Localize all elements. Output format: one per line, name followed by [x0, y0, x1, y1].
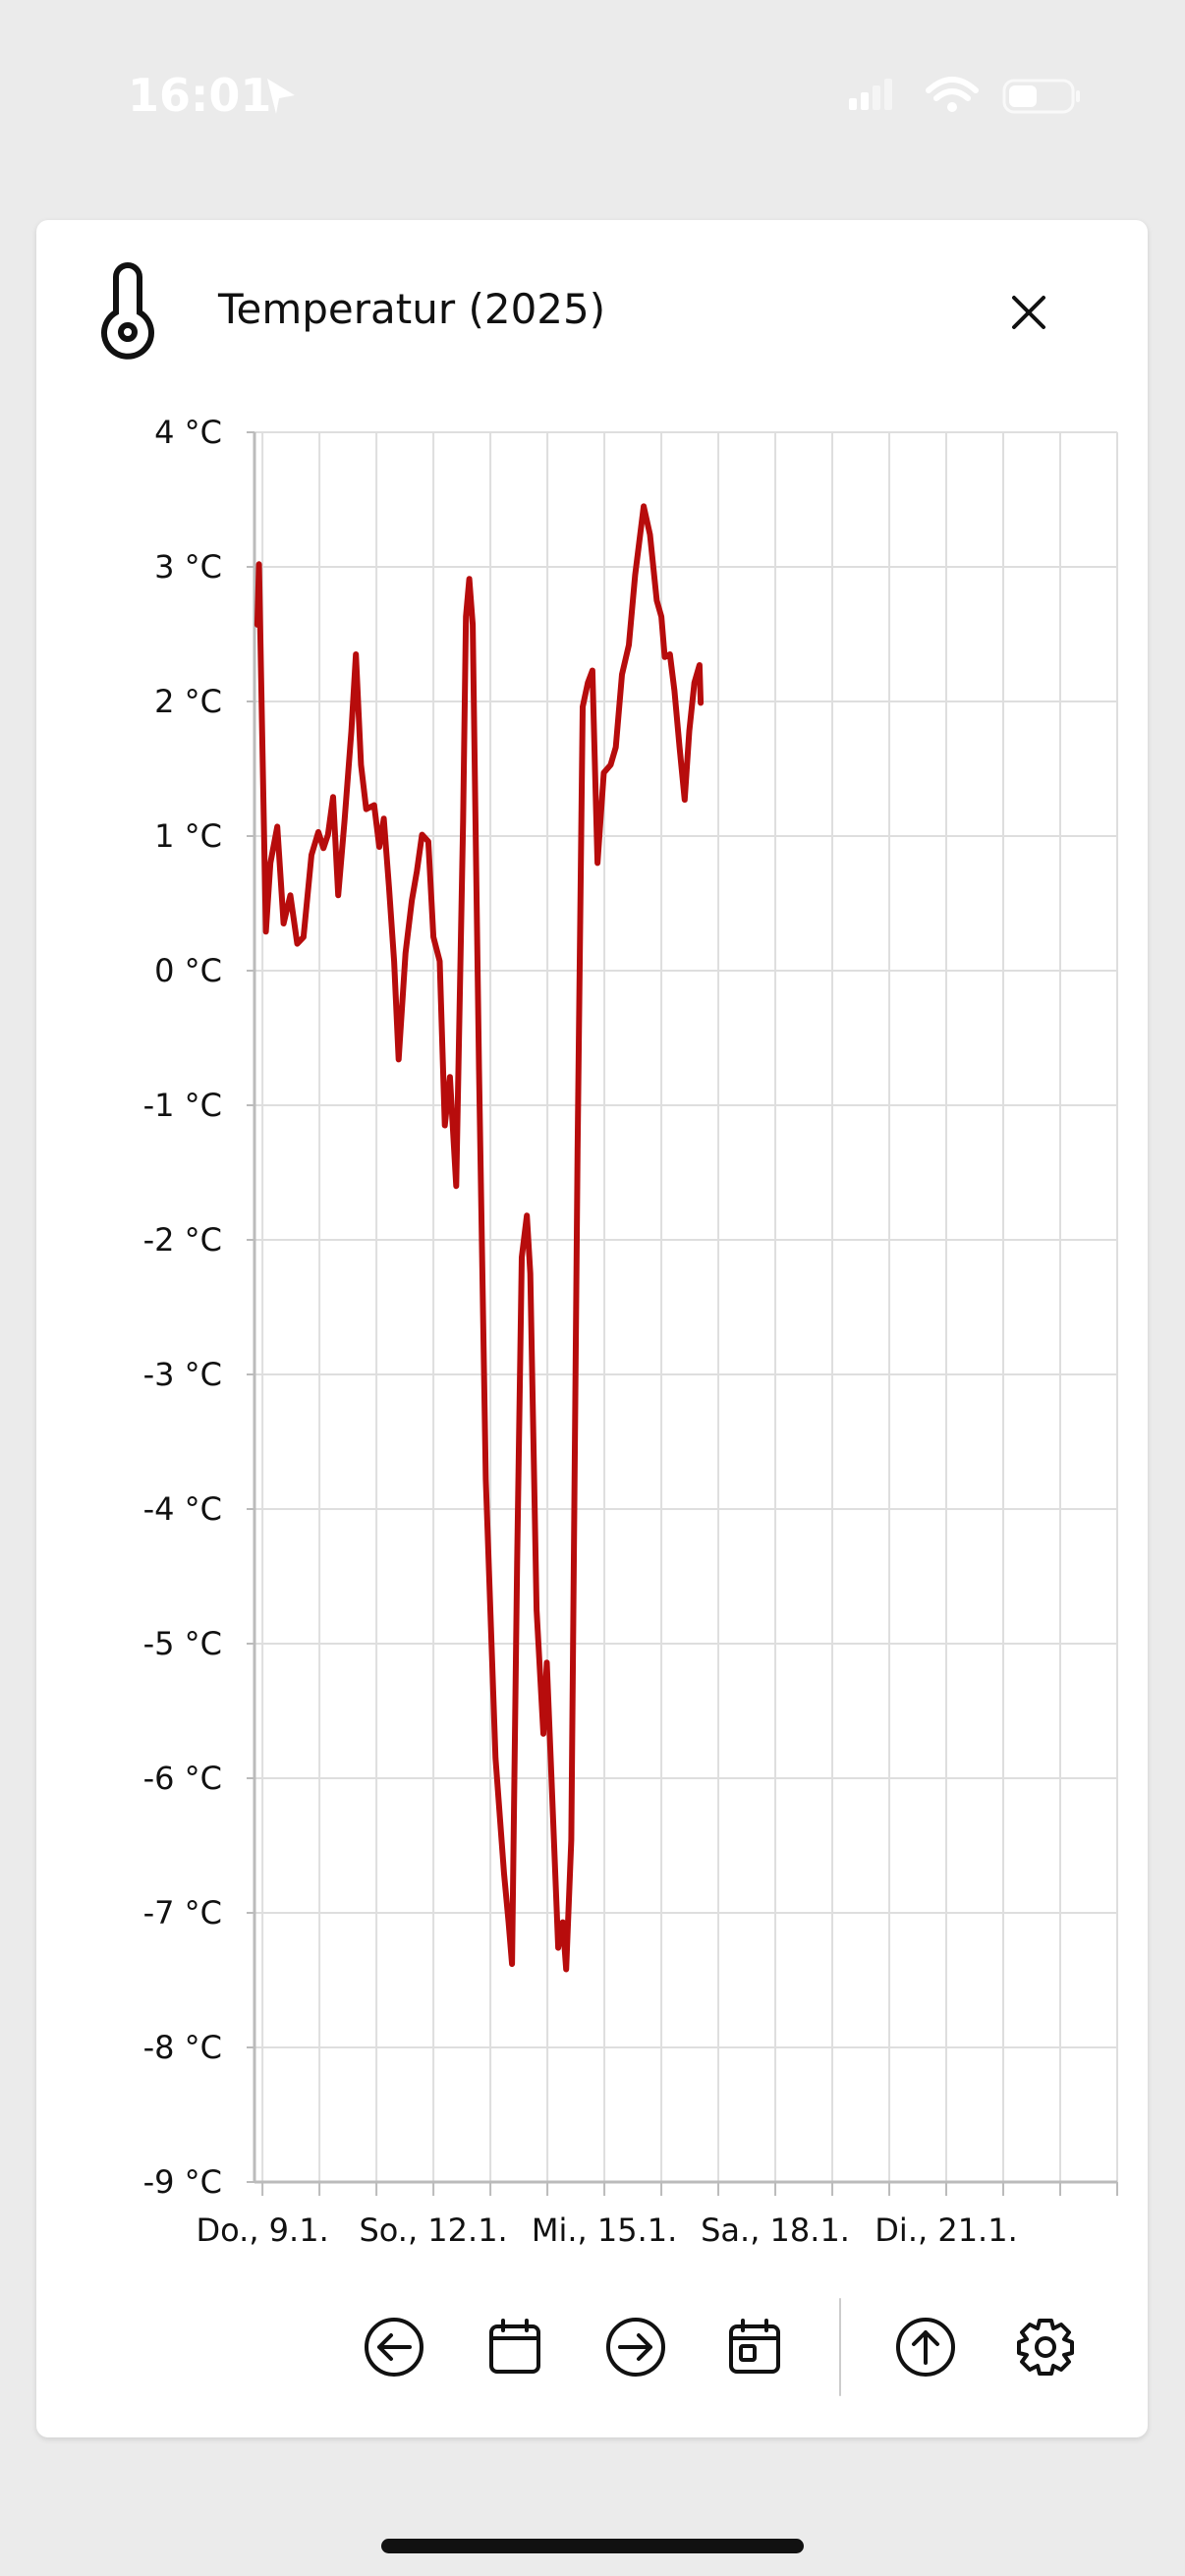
- battery-tip: [1076, 90, 1080, 102]
- temperature-line: [254, 503, 705, 1973]
- signal-icon: [849, 79, 892, 110]
- previous-button[interactable]: [365, 2318, 423, 2377]
- battery-icon: [1002, 79, 1075, 114]
- y-tick-label: 0 °C: [154, 952, 222, 989]
- y-tick-label: -9 °C: [143, 2163, 222, 2201]
- y-tick-label: 2 °C: [154, 683, 222, 720]
- y-tick-label: -8 °C: [143, 2029, 222, 2066]
- dialog-title: Temperatur (2025): [218, 285, 606, 333]
- x-tick-label: Di., 21.1.: [875, 2212, 1017, 2249]
- up-button[interactable]: [896, 2318, 955, 2377]
- status-icons: [267, 77, 1080, 114]
- close-button[interactable]: [1012, 296, 1045, 329]
- x-tick-label: Mi., 15.1.: [532, 2212, 677, 2249]
- y-tick-label: 4 °C: [154, 414, 222, 451]
- y-tick-label: 3 °C: [154, 548, 222, 586]
- location-icon: [267, 79, 295, 114]
- settings-button[interactable]: [1017, 2319, 1074, 2376]
- x-tick-label: Sa., 18.1.: [701, 2212, 850, 2249]
- dialog: Temperatur (2025): [36, 220, 1148, 2437]
- y-tick-label: -2 °C: [143, 1221, 222, 1259]
- y-tick-label: -1 °C: [143, 1087, 222, 1124]
- status-bar: 16:01: [0, 0, 1185, 167]
- x-tick-label: So., 12.1.: [359, 2212, 507, 2249]
- y-tick-label: -5 °C: [143, 1625, 222, 1662]
- y-tick-label: -4 °C: [143, 1490, 222, 1528]
- wifi-icon: [926, 77, 979, 101]
- calendar-button[interactable]: [489, 2319, 540, 2374]
- battery-level: [1009, 85, 1037, 107]
- next-button[interactable]: [606, 2318, 665, 2377]
- calendar-day-button[interactable]: [729, 2319, 780, 2374]
- x-tick-label: Do., 9.1.: [197, 2212, 329, 2249]
- y-tick-label: 1 °C: [154, 817, 222, 855]
- y-tick-label: -3 °C: [143, 1356, 222, 1393]
- plot-area: 4 °C 3 °C 2 °C 1 °C 0 °C -1 °C -2 °C -3 °C -4 °C…: [143, 414, 1118, 2249]
- home-indicator: [381, 2539, 804, 2553]
- y-tick-label: -7 °C: [143, 1894, 222, 1932]
- thermometer-icon: [101, 262, 154, 360]
- y-tick-label: -6 °C: [143, 1760, 222, 1797]
- status-time: 16:01: [128, 69, 272, 122]
- wifi-dot: [947, 102, 957, 112]
